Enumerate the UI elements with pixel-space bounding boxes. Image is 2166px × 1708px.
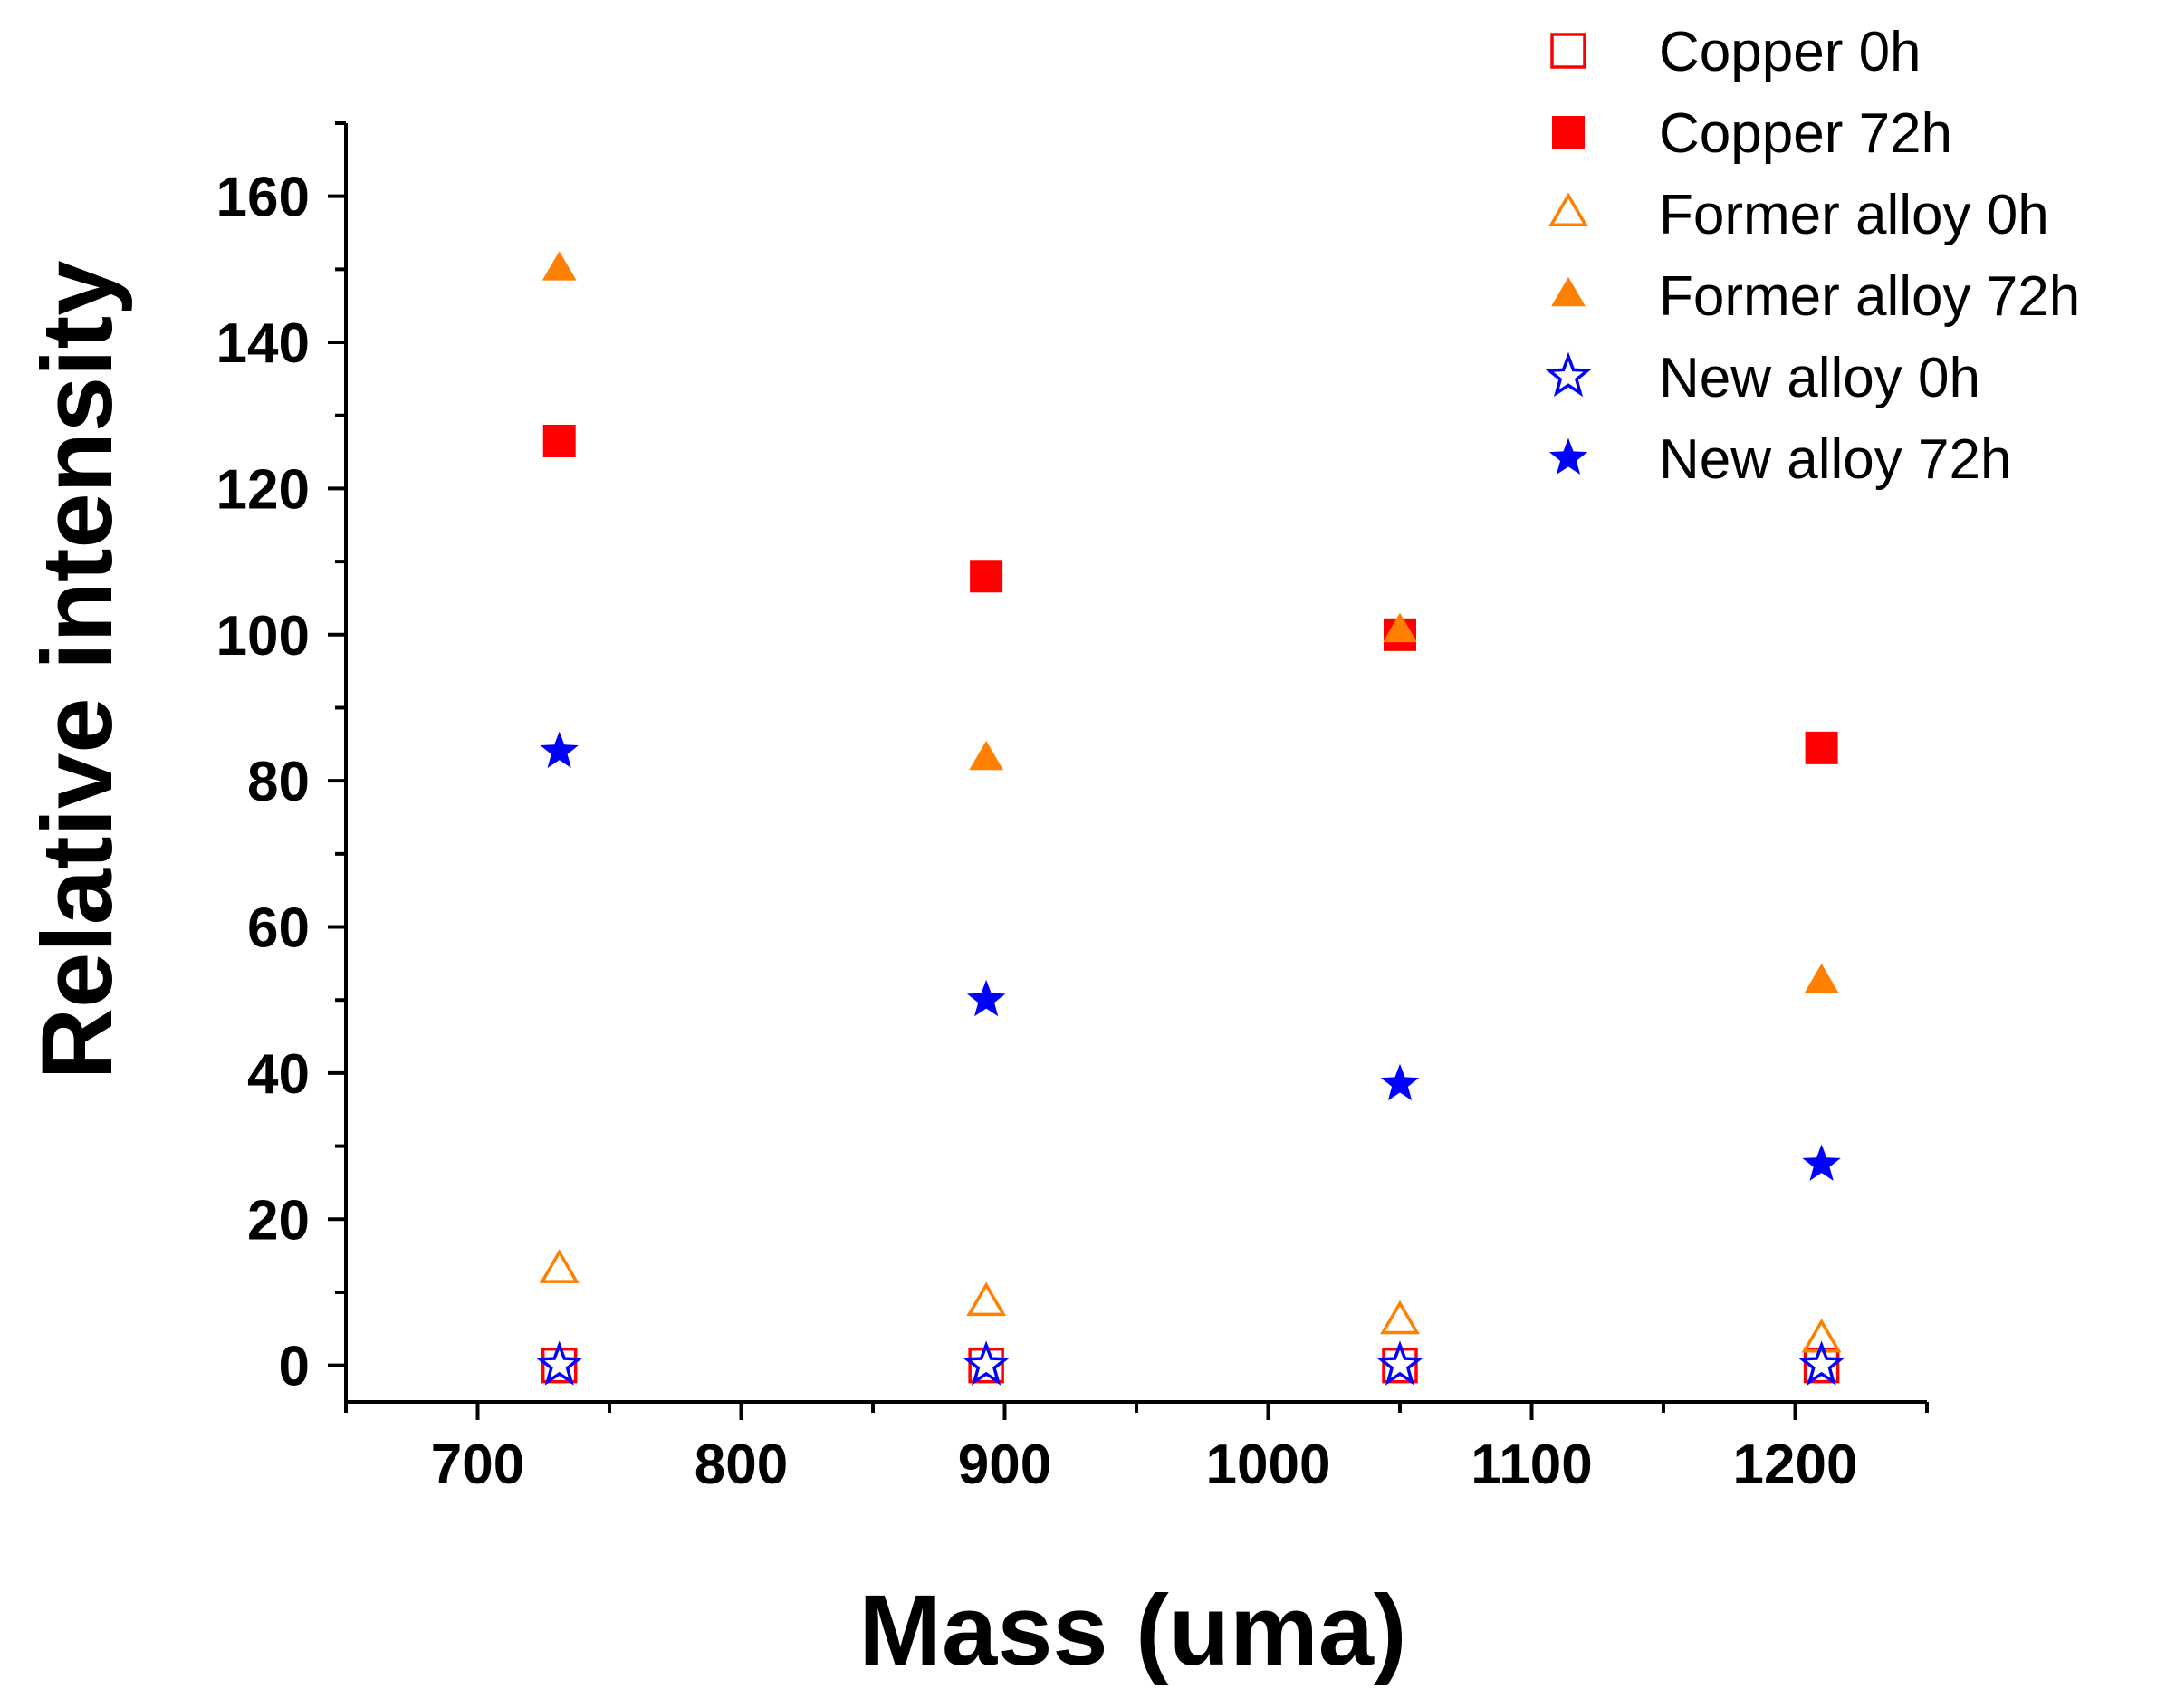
y-tick-label: 0 <box>279 1336 310 1398</box>
point-new-alloy-72h <box>540 731 579 768</box>
point-new-alloy-72h <box>1380 1063 1420 1101</box>
point-new-alloy-0h <box>1797 1340 1845 1386</box>
legend-marker-former-alloy-0h <box>1548 192 1588 227</box>
point-former-alloy-72h <box>1383 612 1417 643</box>
point-former-alloy-0h <box>1801 1318 1842 1353</box>
x-tick-label: 700 <box>431 1434 524 1496</box>
y-tick-label: 160 <box>216 167 310 229</box>
legend-marker-new-alloy-72h <box>1548 437 1588 475</box>
point-new-alloy-0h <box>1376 1340 1423 1386</box>
y-axis-title: Relative intensity <box>22 261 133 1080</box>
x-axis-title: Mass (uma) <box>858 1575 1406 1686</box>
legend-label-copper-0h: Copper 0h <box>1659 21 1922 83</box>
point-copper-72h <box>542 424 576 457</box>
x-tick-label: 1000 <box>1206 1434 1331 1496</box>
y-tick-label: 80 <box>247 751 310 813</box>
legend-marker-copper-72h <box>1552 116 1585 149</box>
x-tick-label: 900 <box>958 1434 1051 1496</box>
point-new-alloy-0h <box>963 1340 1011 1386</box>
x-tick-label: 1100 <box>1471 1434 1593 1496</box>
y-tick-label: 140 <box>216 312 310 375</box>
data-points <box>535 251 1845 1386</box>
point-new-alloy-72h <box>1802 1144 1841 1181</box>
x-tick-label: 800 <box>695 1434 788 1496</box>
point-new-alloy-0h <box>535 1340 583 1386</box>
y-tick-label: 40 <box>247 1043 310 1106</box>
y-tick-label: 60 <box>247 897 310 960</box>
point-former-alloy-0h <box>966 1281 1007 1317</box>
legend-marker-copper-0h <box>1550 33 1586 69</box>
legend-label-copper-72h: Copper 72h <box>1659 102 1952 165</box>
x-tick-label: 1200 <box>1733 1434 1858 1496</box>
ticks: 700 800 900 1000 1100 1200 0 20 40 60 80 100 120 140 1… <box>216 121 1929 1496</box>
point-former-alloy-72h <box>542 251 577 281</box>
point-copper-72h <box>1805 731 1838 764</box>
y-tick-label: 100 <box>216 605 310 667</box>
legend: Copper 0h Copper 72h Former alloy 0h Former… <box>1545 21 2080 491</box>
legend-label-new-alloy-72h: New alloy 72h <box>1659 428 2011 491</box>
y-tick-label: 120 <box>216 458 310 521</box>
point-former-alloy-72h <box>969 740 1004 771</box>
point-former-alloy-0h <box>1380 1300 1420 1335</box>
legend-marker-new-alloy-0h <box>1545 351 1592 398</box>
point-copper-72h <box>970 560 1003 593</box>
point-new-alloy-72h <box>966 979 1006 1017</box>
legend-label-former-alloy-0h: Former alloy 0h <box>1659 184 2049 246</box>
point-former-alloy-72h <box>1804 963 1839 993</box>
legend-label-former-alloy-72h: Former alloy 72h <box>1659 265 2080 328</box>
legend-marker-former-alloy-72h <box>1551 276 1586 307</box>
y-tick-label: 20 <box>247 1189 310 1252</box>
point-former-alloy-0h <box>539 1249 580 1283</box>
legend-label-new-alloy-0h: New alloy 0h <box>1659 347 1980 409</box>
